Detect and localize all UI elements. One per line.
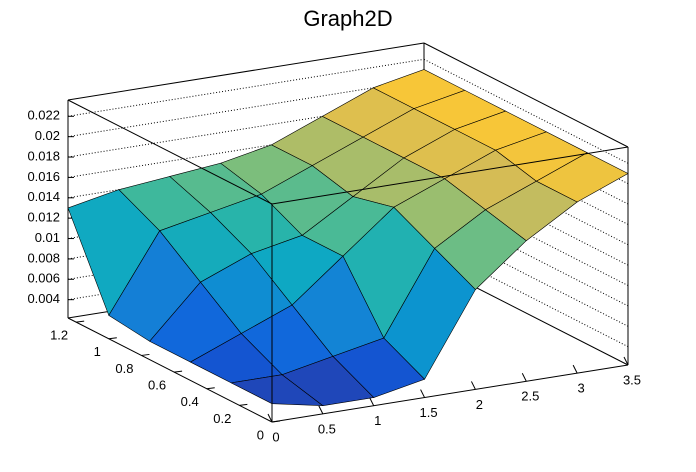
y-tick-label: 1.2 [50,328,68,343]
y-tick [174,370,183,373]
box-edge [67,99,273,205]
z-tick-label: 0.006 [27,271,60,286]
x-tick [521,373,527,382]
box-edge [271,146,629,205]
box-edge [271,364,629,423]
x-tick [572,364,578,374]
y-tick [271,420,281,423]
x-tick-label: 2 [476,397,483,412]
x-tick-label: 0.5 [318,421,336,436]
x-tick [267,413,273,423]
grid-line [67,79,425,138]
box-edge [67,42,425,101]
x-tick-label: 1 [374,413,381,428]
chart-title: Graph2D [303,6,392,31]
x-tick [420,389,426,398]
z-tick-label: 0.022 [27,108,60,123]
x-tick-label: 0 [272,429,279,444]
grid-line [423,58,629,164]
grid-line [423,201,629,307]
y-tick-label: 0.8 [115,361,133,376]
x-tick [318,405,324,415]
y-tick [141,353,150,356]
y-tick [108,337,117,340]
z-tick-label: 0.014 [27,189,60,204]
y-tick-label: 1 [94,344,101,359]
y-tick [206,387,215,390]
y-tick-label: 0.4 [181,394,199,409]
y-tick-label: 0 [257,427,264,442]
z-tick-label: 0.012 [27,210,60,225]
x-tick-label: 1.5 [420,405,438,420]
z-tick-label: 0.018 [27,148,60,163]
x-tick [470,381,476,390]
z-tick-label: 0.01 [35,230,60,245]
y-tick-label: 0.6 [148,378,166,393]
z-tick-label: 0.02 [35,128,60,143]
z-tick-label: 0.016 [27,169,60,184]
z-tick-label: 0.008 [27,250,60,265]
x-tick-label: 3 [578,381,585,396]
grid-line [423,242,629,348]
box-edge [67,317,273,423]
x-tick [623,356,629,366]
grid-line [423,221,629,327]
y-tick-label: 0.2 [213,411,231,426]
surface-cell [230,374,324,407]
y-tick [239,403,248,406]
x-tick-label: 3.5 [623,372,641,387]
box-edge [423,42,629,148]
x-tick-label: 2.5 [521,389,539,404]
z-tick-label: 0.004 [27,291,60,306]
x-tick [369,397,375,406]
y-tick [76,320,85,323]
grid-line [67,58,425,117]
